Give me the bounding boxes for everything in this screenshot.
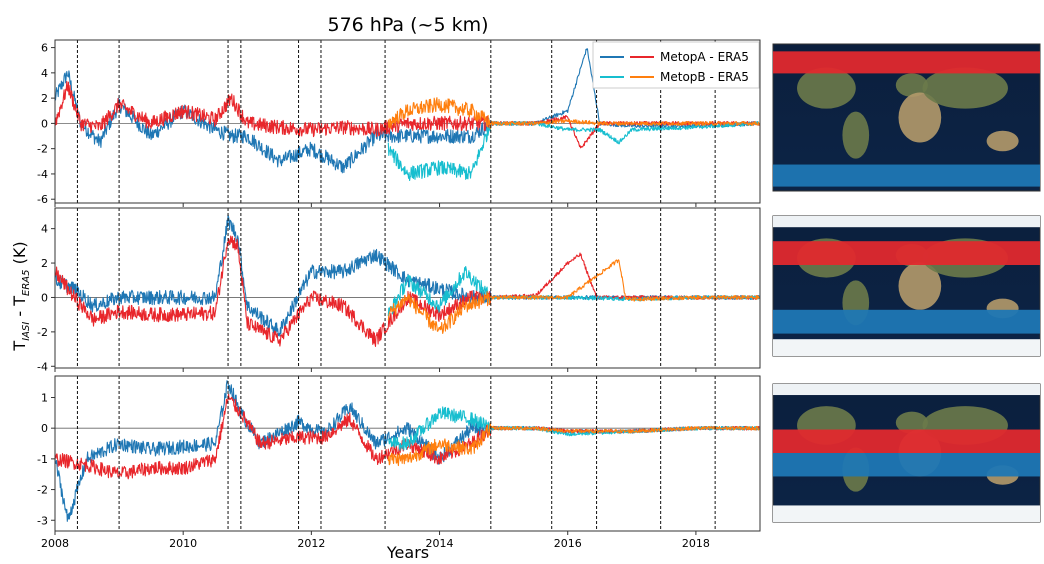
- map-arctic-ice: [773, 216, 1040, 228]
- y-tick-label: -4: [37, 360, 48, 373]
- legend-box: [592, 41, 760, 89]
- map-latitude-band: [773, 429, 1040, 453]
- map-africa: [898, 262, 942, 310]
- legend: MetopA - ERA5 MetopB - ERA5: [592, 41, 760, 89]
- y-tick-label: -2: [37, 484, 48, 497]
- y-tick-label: 4: [41, 67, 48, 80]
- map-latitude-band: [773, 453, 1040, 477]
- plot-frame: [54, 375, 761, 532]
- map-latitude-band: [773, 164, 1040, 187]
- map-latitude-band: [773, 309, 1040, 334]
- x-tick-label: 2008: [41, 537, 69, 550]
- map-panel-2: [772, 215, 1041, 357]
- series-line-metopb-sh: [387, 120, 761, 182]
- y-tick-label: -3: [37, 514, 48, 527]
- y-tick-label: -2: [37, 143, 48, 156]
- series-line-metopb-nh: [387, 97, 761, 130]
- map-australia: [986, 130, 1019, 152]
- series-line-metopb-nh: [387, 422, 761, 467]
- map-europe: [895, 411, 928, 434]
- series-line-metopa-sh: [54, 380, 761, 522]
- y-tick-label: 0: [41, 117, 48, 130]
- y-axis-label-sub1: IASI: [21, 322, 32, 341]
- map-europe: [895, 73, 928, 97]
- panel-1: 6 4 2 0 -2 -4 -6: [37, 39, 761, 207]
- legend-label-metopb: MetopB - ERA5: [660, 70, 749, 84]
- map-latitude-band: [773, 51, 1040, 74]
- panel-3: 1 0 -1 -2 -3 2008 2010 2012 2014 2016 2018: [37, 375, 761, 550]
- map-antarctic-ice: [773, 339, 1040, 356]
- y-tick-label: -4: [37, 168, 48, 181]
- map-asia: [922, 67, 1008, 109]
- y-tick-label: -1: [37, 453, 48, 466]
- x-tick-label: 2018: [682, 537, 710, 550]
- plot-frame: [54, 207, 761, 369]
- x-tick-label: 2014: [426, 537, 454, 550]
- y-tick-label: 6: [41, 42, 48, 55]
- map-arctic-ice: [773, 384, 1040, 396]
- y-tick-label: -6: [37, 193, 48, 206]
- x-tick-label: 2010: [169, 537, 197, 550]
- map-panel-3: [772, 383, 1041, 523]
- panel-2: 4 2 0 -2 -4: [37, 207, 761, 373]
- legend-label-metopa: MetopA - ERA5: [660, 50, 749, 64]
- map-africa: [898, 92, 942, 143]
- y-axis-label-unit: (K): [10, 241, 29, 269]
- y-tick-label: 0: [41, 422, 48, 435]
- y-axis-label-mid: - T: [10, 296, 29, 322]
- series-line-metopa-nh: [54, 235, 761, 347]
- y-tick-label: 4: [41, 223, 48, 236]
- y-axis-label-sub2: ERA5: [21, 269, 32, 295]
- y-tick-label: 2: [41, 92, 48, 105]
- y-tick-label: 1: [41, 391, 48, 404]
- map-latitude-band: [773, 241, 1040, 265]
- y-axis-label: TIASI - TERA5 (K): [10, 241, 32, 351]
- x-axis-label: Years: [386, 543, 429, 562]
- series-line-metopa-sh: [54, 48, 761, 174]
- map-south-america: [842, 111, 870, 159]
- map-panels: [772, 43, 1041, 523]
- plot-frame: [54, 39, 761, 204]
- y-tick-label: -2: [37, 326, 48, 339]
- map-north-america: [797, 67, 856, 109]
- panels: 6 4 2 0 -2 -4 -6 4 2 0 -2 -4 1 0 -1 -2 -3 2008 2010 2012 201…: [37, 39, 761, 550]
- x-tick-label: 2012: [297, 537, 325, 550]
- x-tick-label: 2016: [554, 537, 582, 550]
- series-line-metopa-nh: [54, 393, 761, 480]
- y-tick-label: 0: [41, 291, 48, 304]
- map-antarctic-ice: [773, 505, 1040, 522]
- series-line-metopb-nh: [387, 259, 761, 335]
- figure-title: 576 hPa (~5 km): [327, 14, 488, 36]
- y-axis-label-main: T: [10, 341, 29, 352]
- y-tick-label: 2: [41, 257, 48, 270]
- map-panel-1: [772, 43, 1041, 192]
